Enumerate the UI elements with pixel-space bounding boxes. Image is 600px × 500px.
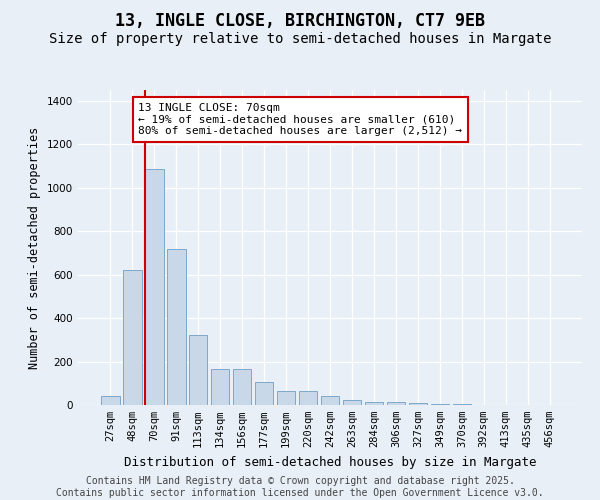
Bar	[145, 170, 164, 405]
Bar	[123, 270, 142, 405]
Text: 13, INGLE CLOSE, BIRCHINGTON, CT7 9EB: 13, INGLE CLOSE, BIRCHINGTON, CT7 9EB	[115, 12, 485, 30]
X-axis label: Distribution of semi-detached houses by size in Margate: Distribution of semi-detached houses by …	[124, 456, 536, 468]
Bar	[365, 402, 383, 405]
Bar	[277, 391, 295, 405]
Bar	[211, 369, 229, 405]
Bar	[386, 402, 405, 405]
Bar	[409, 403, 427, 405]
Bar	[255, 382, 274, 405]
Bar	[167, 248, 185, 405]
Y-axis label: Number of semi-detached properties: Number of semi-detached properties	[28, 126, 41, 368]
Bar	[101, 396, 119, 405]
Bar	[320, 396, 340, 405]
Text: 13 INGLE CLOSE: 70sqm
← 19% of semi-detached houses are smaller (610)
80% of sem: 13 INGLE CLOSE: 70sqm ← 19% of semi-deta…	[138, 103, 462, 136]
Bar	[431, 404, 449, 405]
Bar	[189, 336, 208, 405]
Text: Size of property relative to semi-detached houses in Margate: Size of property relative to semi-detach…	[49, 32, 551, 46]
Text: Contains HM Land Registry data © Crown copyright and database right 2025.
Contai: Contains HM Land Registry data © Crown c…	[56, 476, 544, 498]
Bar	[299, 391, 317, 405]
Bar	[452, 404, 471, 405]
Bar	[233, 369, 251, 405]
Bar	[343, 400, 361, 405]
